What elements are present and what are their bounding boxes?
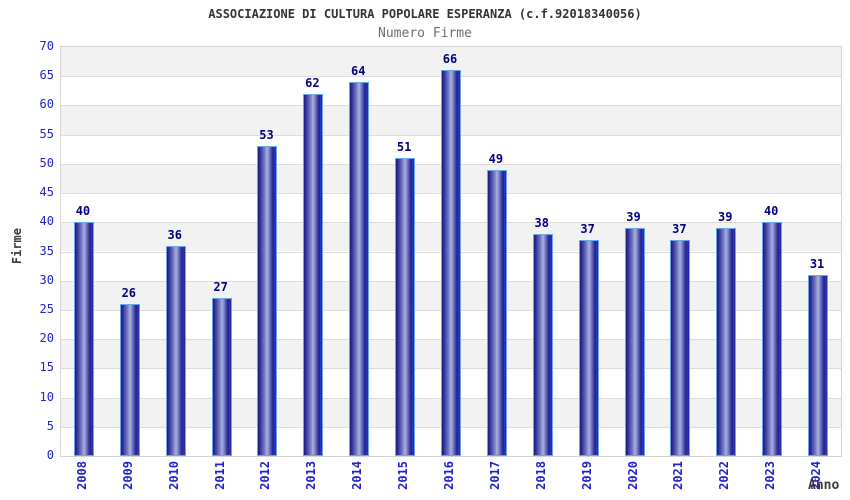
x-tick-label: 2014 [350,461,366,500]
x-tick-text: 2010 [166,461,181,490]
y-tick-label: 30 [39,272,54,287]
x-tick-label: 2015 [396,461,412,500]
x-tick-label: 2008 [75,461,91,500]
x-tick-label: 2010 [167,461,183,500]
x-tick-label: 2020 [626,461,642,500]
y-tick-label: 70 [39,39,54,53]
bar-value-label: 64 [351,64,366,79]
bar [762,222,783,456]
bar [349,82,370,456]
bar-value-label: 36 [167,227,182,242]
bar [211,298,232,456]
y-tick-label: 5 [46,418,54,433]
bar [624,228,645,456]
x-axis-label: Anno [808,478,840,493]
bar [73,222,94,456]
chart-subtitle: Numero Firme [378,26,472,41]
bar-value-label: 39 [626,210,641,225]
y-tick-label: 25 [39,301,54,316]
bar [578,239,599,456]
y-tick-label: 65 [39,68,54,83]
y-tick-label: 35 [39,243,54,258]
x-tick-label: 2022 [717,461,733,500]
x-tick-label: 2019 [580,461,596,500]
bar-value-label: 38 [534,215,549,230]
bar [808,274,829,456]
bar [395,158,416,456]
bar-value-label: 40 [763,204,779,219]
x-tick-text: 2016 [442,461,456,490]
y-tick-label: 20 [39,331,54,346]
bar-value-label: 31 [809,256,825,271]
y-tick-label: 55 [39,126,54,141]
bar [486,169,507,456]
x-tick-text: 2023 [763,461,778,490]
x-tick-label: 2018 [534,461,550,500]
bar-value-label: 40 [75,204,91,219]
x-tick-label: 2016 [442,461,458,500]
chart-title: ASSOCIAZIONE DI CULTURA POPOLARE ESPERAN… [208,7,642,21]
x-tick-text: 2008 [74,461,89,490]
bar [716,228,737,456]
bar [441,70,461,456]
x-tick-text: 2012 [258,461,273,490]
bar-value-label: 37 [580,221,595,236]
bar [670,239,691,456]
x-tick-label: 2017 [488,461,504,500]
bar-value-label: 26 [121,286,137,301]
x-tick-text: 2009 [120,461,135,490]
x-tick-text: 2013 [304,461,319,490]
bar-value-label: 53 [259,128,274,143]
x-tick-text: 2015 [396,461,411,490]
y-tick-label: 40 [39,214,54,229]
x-tick-text: 2020 [625,461,640,490]
x-tick-label: 2011 [213,461,229,500]
bar-value-label: 62 [305,75,320,90]
x-tick-label: 2009 [121,461,137,500]
bar-value-label: 39 [718,210,733,225]
x-tick-label: 2012 [258,461,274,500]
x-tick-text: 2021 [671,461,686,490]
bar-value-label: 51 [396,140,412,154]
x-tick-label: 2013 [304,461,320,500]
bar-value-label: 49 [488,151,504,166]
x-tick-label: 2023 [763,461,779,500]
plot-area [60,46,842,457]
x-tick-text: 2011 [212,461,227,490]
bar [532,233,553,456]
x-tick-text: 2017 [487,461,502,490]
x-tick-text: 2019 [579,461,594,490]
x-tick-text: 2014 [350,461,365,490]
y-tick-label: 0 [46,448,54,462]
y-tick-label: 50 [39,155,54,170]
y-tick-label: 45 [39,185,54,200]
y-tick-label: 15 [39,360,54,375]
bar [303,93,324,456]
y-tick-label: 60 [39,97,54,112]
bar [165,245,186,456]
bar-value-label: 66 [442,52,458,67]
x-tick-text: 2022 [717,461,732,490]
bar [119,304,140,456]
bar-value-label: 27 [213,280,228,295]
bar [257,146,278,456]
y-tick-label: 10 [39,389,54,404]
x-tick-label: 2021 [671,461,687,500]
x-tick-text: 2018 [533,461,548,490]
bar-value-label: 37 [672,221,687,236]
